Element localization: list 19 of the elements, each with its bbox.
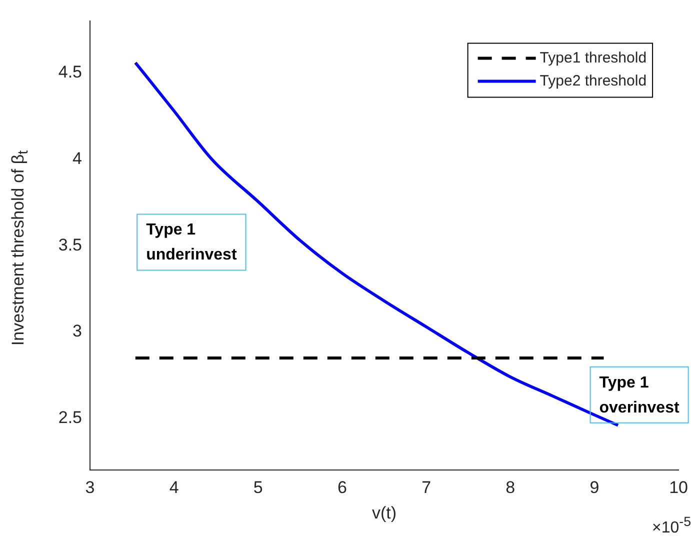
x-tick-label: 9: [590, 478, 600, 498]
x-tick-label: 3: [85, 478, 95, 498]
x-tick-label: 7: [422, 478, 432, 498]
y-tick-label: 3.5: [58, 235, 82, 254]
y-tick-label: 4.5: [58, 62, 82, 82]
y-tick-label: 3: [72, 322, 82, 341]
y-tick-label: 2.5: [58, 408, 82, 428]
legend-label: Type2 threshold: [540, 72, 647, 90]
y-tick-label: 4: [72, 149, 82, 168]
annotation: Type 1 underinvest: [146, 222, 238, 264]
x-tick-label: 5: [253, 478, 263, 498]
text: ×10$^{-5}$: [652, 514, 691, 538]
x-tick-label: 4: [169, 478, 179, 498]
legend-label: Type1 threshold: [540, 49, 647, 66]
x-axis-title: v(t): [372, 503, 397, 522]
annotation: Type 1 overinvest: [599, 374, 680, 416]
x-tick-label: 10: [669, 478, 688, 498]
x-tick-label: 8: [506, 478, 516, 498]
x-tick-label: 6: [338, 478, 347, 498]
